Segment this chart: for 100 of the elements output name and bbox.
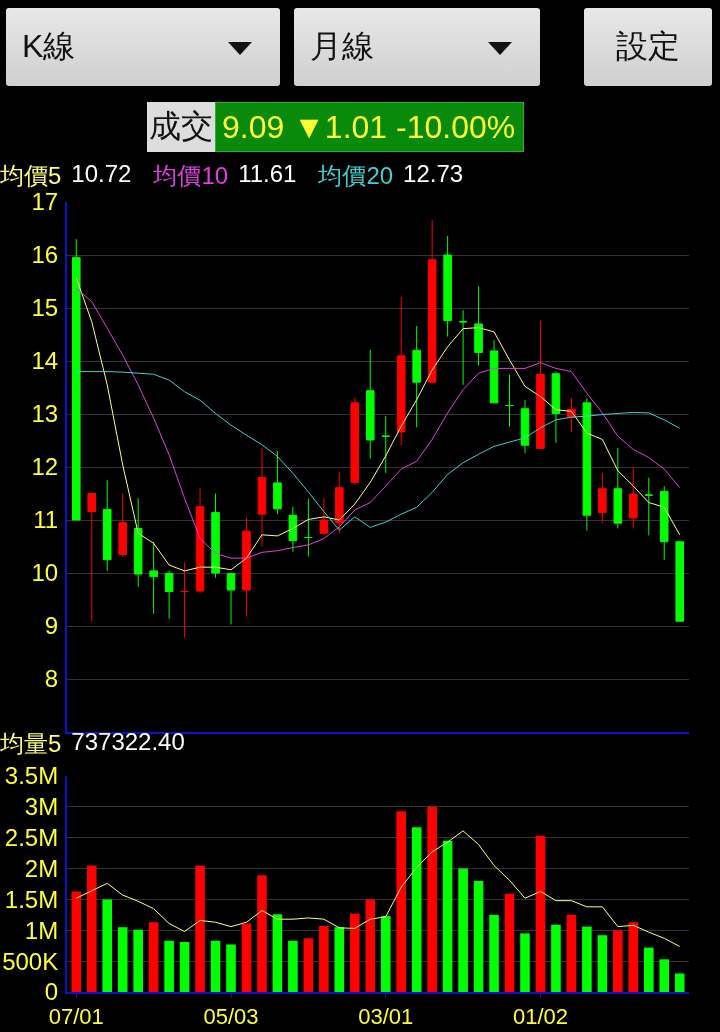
candlestick xyxy=(273,450,282,515)
candlestick xyxy=(242,517,251,617)
line-series xyxy=(75,371,681,531)
candlestick xyxy=(551,371,561,444)
y-tick-label: 1.5M xyxy=(4,885,59,913)
candlestick xyxy=(381,415,391,474)
bar xyxy=(380,916,391,992)
bar xyxy=(504,893,515,992)
y-tick-label: 16 xyxy=(31,241,59,269)
bar xyxy=(597,935,608,992)
text: 10.72 xyxy=(71,160,132,189)
candlestick xyxy=(536,320,545,449)
x-tick-label: 01/02 xyxy=(512,1004,568,1030)
candlestick xyxy=(102,479,112,572)
y-tick-label: 8 xyxy=(44,665,59,693)
candlestick xyxy=(133,497,143,588)
text: 12.73 xyxy=(403,160,464,189)
text: K線 xyxy=(22,27,76,66)
x-tick-label: 03/01 xyxy=(358,1004,414,1030)
candlestick xyxy=(288,506,298,553)
candlestick xyxy=(149,541,158,615)
bar xyxy=(288,940,298,992)
bar xyxy=(442,840,453,992)
bar xyxy=(334,927,345,992)
candlestick xyxy=(319,497,329,536)
bar xyxy=(427,806,437,992)
y-tick-label: 2M xyxy=(24,854,59,882)
bar xyxy=(458,868,468,992)
y-tick-label: 2.5M xyxy=(4,824,59,852)
bar xyxy=(643,947,654,992)
bar xyxy=(133,929,143,992)
y-tick-label: 3M xyxy=(24,793,59,821)
candlestick xyxy=(644,477,654,536)
candlestick xyxy=(180,561,189,639)
candlestick xyxy=(427,219,437,383)
candlestick xyxy=(629,467,638,529)
candlestick xyxy=(458,309,468,386)
bar xyxy=(613,930,623,992)
candlestick xyxy=(598,472,607,524)
bar xyxy=(195,865,205,992)
bar xyxy=(535,835,546,992)
bar xyxy=(349,913,360,992)
bar xyxy=(303,938,314,992)
bar xyxy=(411,827,422,992)
text: 均價5 xyxy=(0,161,62,191)
candlestick xyxy=(71,238,81,521)
candlestick xyxy=(304,498,313,558)
candlestick xyxy=(520,399,530,454)
bar xyxy=(566,914,577,992)
text: 均價20 xyxy=(318,161,394,191)
candlestick xyxy=(195,487,205,594)
candlestick xyxy=(164,570,174,620)
bar xyxy=(117,927,128,992)
candlestick xyxy=(412,325,421,428)
bar xyxy=(210,940,221,992)
bar xyxy=(226,944,236,992)
bar xyxy=(551,924,561,992)
bar xyxy=(257,875,267,992)
bar xyxy=(71,891,82,992)
line-series xyxy=(75,830,681,947)
bar xyxy=(520,933,530,992)
candlestick xyxy=(350,397,360,486)
text: 11.61 xyxy=(238,160,297,189)
y-tick-label: 11 xyxy=(33,506,59,534)
candlestick xyxy=(87,493,97,622)
candlestick xyxy=(505,374,514,428)
bar xyxy=(272,914,283,992)
candlestick xyxy=(211,493,220,579)
bar xyxy=(102,899,113,992)
bar xyxy=(319,925,329,992)
bar xyxy=(179,942,190,992)
y-tick-label: 14 xyxy=(31,347,59,375)
y-tick-label: 1M xyxy=(24,916,59,944)
y-tick-label: 9 xyxy=(44,612,59,640)
candlestick xyxy=(118,493,127,558)
y-tick-label: 3.5M xyxy=(4,762,59,790)
x-tick-label: 07/01 xyxy=(48,1004,104,1030)
bar xyxy=(148,922,159,992)
candlestick xyxy=(443,235,452,338)
text: 均量5 xyxy=(0,729,62,759)
bar xyxy=(396,811,407,992)
y-tick-label: 10 xyxy=(31,559,59,587)
bar xyxy=(628,922,639,992)
text: 均價10 xyxy=(153,161,229,191)
candlestick xyxy=(675,541,685,622)
candlestick xyxy=(582,397,592,532)
y-tick-label: 13 xyxy=(31,400,59,428)
text: 設定 xyxy=(616,27,680,66)
candlestick xyxy=(365,349,375,460)
bar xyxy=(241,923,252,992)
annotation: 737322.40 xyxy=(71,728,185,757)
y-tick-label: 12 xyxy=(31,453,59,481)
candlestick xyxy=(489,339,499,404)
bar xyxy=(489,914,499,992)
bar xyxy=(659,959,670,992)
x-tick-label: 05/03 xyxy=(203,1004,259,1030)
candlestick xyxy=(474,285,483,367)
bar xyxy=(164,940,174,992)
text: 月線 xyxy=(310,27,374,66)
candlestick xyxy=(659,485,669,561)
